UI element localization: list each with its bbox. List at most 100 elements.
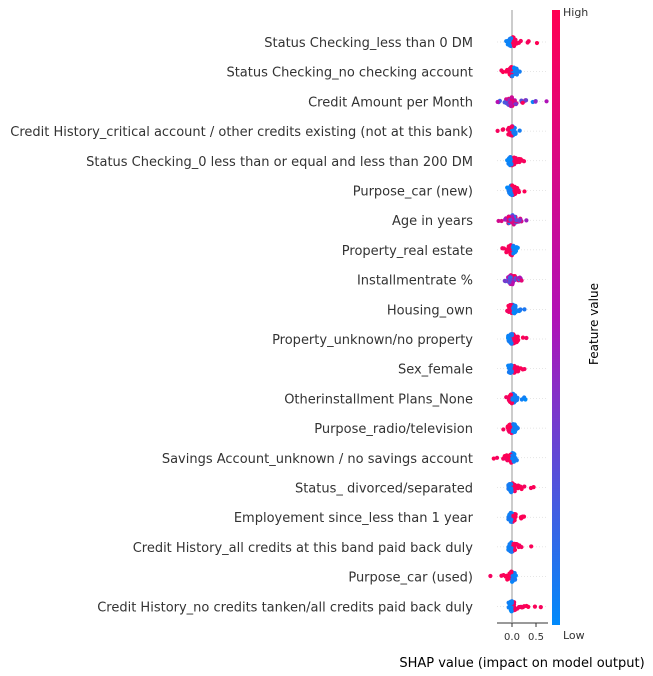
- feature-swarm: [488, 569, 518, 584]
- shap-point: [513, 156, 518, 161]
- shap-point: [532, 604, 538, 609]
- shap-point: [510, 456, 515, 461]
- shap-point: [519, 397, 524, 402]
- shap-point: [499, 68, 504, 73]
- shap-point: [517, 604, 522, 610]
- feature-label: Employement since_less than 1 year: [234, 511, 474, 526]
- shap-point: [520, 335, 526, 340]
- shap-point: [507, 41, 512, 46]
- feature-swarm: [495, 124, 522, 138]
- shap-point: [522, 484, 527, 489]
- shap-point: [488, 573, 493, 579]
- feature-label: Installmentrate %: [357, 274, 473, 289]
- shap-point: [509, 192, 514, 198]
- shap-point: [523, 397, 528, 402]
- shap-point: [508, 549, 514, 554]
- shap-point: [505, 425, 510, 430]
- shap-point: [499, 573, 504, 578]
- shap-point: [524, 218, 529, 223]
- feature-label: Status Checking_0 less than or equal and…: [86, 155, 473, 170]
- colorbar-low-label: Low: [563, 629, 585, 642]
- shap-point: [510, 306, 516, 311]
- shap-point: [505, 577, 510, 582]
- feature-swarm: [506, 599, 543, 614]
- shap-point: [510, 280, 516, 285]
- shap-point: [504, 395, 509, 400]
- shap-point: [515, 245, 520, 250]
- x-axis-title: SHAP value (impact on model output): [399, 656, 644, 671]
- shap-point: [504, 39, 509, 44]
- feature-swarm: [506, 481, 536, 495]
- x-tick-label: 0.0: [504, 632, 520, 643]
- shap-point: [511, 130, 516, 135]
- feature-label: Purpose_car (used): [348, 571, 473, 586]
- feature-label: Property_unknown/no property: [272, 333, 473, 348]
- feature-label: Credit History_no credits tanken/all cre…: [97, 600, 473, 615]
- shap-point: [513, 101, 519, 107]
- shap-point: [511, 251, 516, 256]
- shap-point: [509, 162, 514, 167]
- feature-swarm: [506, 331, 529, 346]
- feature-swarm: [505, 183, 527, 198]
- shap-point: [508, 392, 514, 397]
- shap-point: [517, 69, 522, 74]
- shap-point: [515, 334, 520, 339]
- shap-point: [495, 128, 500, 133]
- shap-point: [509, 95, 514, 100]
- shap-point: [516, 369, 521, 374]
- feature-swarm: [504, 35, 540, 49]
- feature-swarm: [505, 154, 527, 168]
- shap-point: [511, 43, 517, 49]
- shap-point: [509, 606, 514, 611]
- shap-point: [512, 245, 517, 250]
- shap-point: [495, 99, 500, 105]
- shap-point: [509, 569, 514, 575]
- shap-point: [503, 574, 508, 579]
- shap-point: [508, 339, 513, 344]
- shap-point: [502, 278, 507, 283]
- shap-point: [501, 127, 506, 132]
- colorbar: High Low Feature value: [552, 6, 601, 642]
- shap-point: [517, 128, 522, 133]
- shap-point: [513, 573, 518, 578]
- shap-point: [496, 218, 501, 224]
- feature-label: Status_ divorced/separated: [295, 482, 473, 497]
- shap-point: [522, 189, 527, 194]
- shap-point: [521, 159, 527, 164]
- shap-point: [510, 74, 515, 79]
- shap-point: [507, 36, 513, 42]
- feature-label: Credit History_critical account / other …: [10, 125, 473, 140]
- shap-point: [520, 100, 525, 105]
- shap-point: [504, 250, 509, 255]
- shap-point: [512, 577, 518, 582]
- feature-swarm: [496, 213, 529, 227]
- shap-point: [510, 453, 515, 458]
- shap-point: [509, 546, 514, 551]
- shap-point: [518, 38, 523, 44]
- shap-point: [522, 366, 527, 372]
- feature-label: Housing_own: [387, 303, 473, 318]
- shap-point: [538, 605, 543, 610]
- shap-point: [502, 100, 507, 105]
- shap-point: [514, 186, 519, 191]
- shap-point: [507, 542, 512, 547]
- shap-point: [509, 369, 514, 374]
- shap-point: [529, 544, 534, 549]
- shap-point: [509, 363, 514, 368]
- feature-swarm: [501, 422, 520, 436]
- shap-point: [509, 124, 515, 129]
- shap-point: [503, 217, 508, 222]
- feature-swarm: [502, 273, 524, 287]
- shap-point: [534, 40, 540, 46]
- shap-point: [491, 456, 496, 461]
- feature-swarm: [506, 363, 527, 375]
- shap-point: [516, 544, 521, 550]
- shap-point: [511, 541, 516, 547]
- shap-point: [515, 426, 520, 431]
- shap-point: [509, 486, 514, 491]
- shap-point: [511, 513, 516, 518]
- shap-point: [494, 455, 500, 460]
- shap-point: [505, 185, 510, 190]
- shap-point: [513, 366, 518, 371]
- shap-point: [519, 278, 524, 283]
